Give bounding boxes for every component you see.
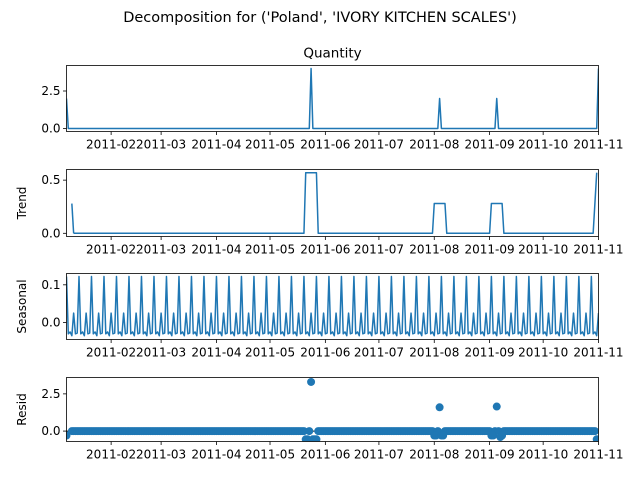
resid-xtick-label: 2011-05 [245, 448, 295, 462]
resid-outlier-point-13 [489, 431, 498, 440]
quantity-xtick-label: 2011-08 [409, 138, 459, 152]
quantity-xtick-label: 2011-11 [573, 138, 623, 152]
trend-xtick-label: 2011-08 [409, 243, 459, 257]
trend-xtick-label: 2011-03 [136, 243, 186, 257]
resid-outlier-point-16 [498, 431, 507, 440]
trend-ytick-label: 0.0 [41, 226, 60, 240]
quantity-xtick-label: 2011-06 [300, 138, 350, 152]
resid-outlier-point-17 [592, 435, 599, 442]
trend-xtick-label: 2011-06 [300, 243, 350, 257]
figure-suptitle: Decomposition for ('Poland', 'IVORY KITC… [123, 10, 517, 26]
resid-outlier-point-9 [435, 403, 444, 412]
resid-ytick-label: 0.0 [41, 424, 60, 438]
resid-outlier-point-11 [439, 431, 448, 440]
trend-panel: Trend 0.0 0.5 2011-02 2011-03 2011-04 2011-05 2… [15, 169, 624, 257]
seasonal-xtick-label: 2011-06 [300, 346, 350, 360]
trend-xtick-label: 2011-10 [518, 243, 568, 257]
trend-xtick-label: 2011-09 [465, 243, 515, 257]
quantity-xtick-label: 2011-07 [354, 138, 404, 152]
resid-xtick-label: 2011-11 [573, 448, 623, 462]
seasonal-ylabel: Seasonal [15, 279, 29, 333]
trend-xtick-label: 2011-07 [354, 243, 404, 257]
trend-ylabel: Trend [15, 187, 29, 221]
resid-plot-area [66, 377, 599, 442]
trend-xtick-label: 2011-05 [245, 243, 295, 257]
resid-ytick-label: 2.5 [41, 387, 60, 401]
seasonal-xtick-label: 2011-02 [86, 346, 136, 360]
quantity-plot-area [66, 67, 599, 130]
resid-xtick-label: 2011-08 [409, 448, 459, 462]
seasonal-axes-frame [66, 273, 599, 340]
trend-series-line-1 [73, 171, 598, 235]
seasonal-panel: Seasonal 0.0 0.1 2011-02 2011-03 2011-04 2011-… [15, 273, 624, 360]
resid-xtick-label: 2011-04 [191, 448, 241, 462]
resid-xtick-label: 2011-07 [354, 448, 404, 462]
seasonal-xtick-label: 2011-09 [465, 346, 515, 360]
quantity-xtick-label: 2011-09 [465, 138, 515, 152]
trend-plot-area [71, 171, 598, 235]
resid-ylabel: Resid [15, 393, 29, 425]
seasonal-series-line [66, 275, 599, 337]
resid-xtick-label: 2011-06 [300, 448, 350, 462]
resid-xtick-label: 2011-02 [86, 448, 136, 462]
trend-ytick-label: 0.5 [41, 173, 60, 187]
trend-xtick-label: 2011-02 [86, 243, 136, 257]
resid-xtick-label: 2011-03 [136, 448, 186, 462]
quantity-axes-frame [66, 65, 599, 132]
seasonal-xtick-label: 2011-03 [136, 346, 186, 360]
trend-xtick-label: 2011-04 [191, 243, 241, 257]
seasonal-xtick-label: 2011-04 [191, 346, 241, 360]
quantity-xtick-label: 2011-05 [245, 138, 295, 152]
resid-outlier-point-14 [492, 402, 501, 411]
quantity-title: Quantity [303, 46, 361, 62]
quantity-series-line [66, 67, 599, 130]
resid-xtick-label: 2011-10 [518, 448, 568, 462]
resid-axes-frame [66, 377, 599, 442]
trend-xtick-label: 2011-11 [573, 243, 623, 257]
quantity-xtick-label: 2011-04 [191, 138, 241, 152]
seasonal-xtick-label: 2011-11 [573, 346, 623, 360]
seasonal-ytick-label: 0.1 [41, 278, 60, 292]
resid-point-277 [590, 427, 599, 436]
quantity-xtick-label: 2011-03 [136, 138, 186, 152]
quantity-xtick-label: 2011-10 [518, 138, 568, 152]
seasonal-plot-area [66, 275, 599, 337]
resid-outlier-point-6 [312, 435, 321, 442]
trend-series-line-0 [71, 203, 75, 234]
seasonal-xtick-label: 2011-08 [409, 346, 459, 360]
resid-outlier-point-3 [307, 377, 316, 386]
resid-xtick-label: 2011-09 [465, 448, 515, 462]
seasonal-ytick-label: 0.0 [41, 316, 60, 330]
quantity-xtick-label: 2011-02 [86, 138, 136, 152]
quantity-ytick-label: 0.0 [41, 122, 60, 136]
resid-outlier-point-0 [66, 431, 71, 440]
resid-point-131 [305, 427, 314, 436]
trend-axes-frame [66, 169, 599, 237]
quantity-panel: Quantity 0.0 2.5 2011-02 2011-03 2011-04 2011-… [41, 46, 623, 152]
quantity-ytick-label: 2.5 [41, 84, 60, 98]
seasonal-xtick-label: 2011-07 [354, 346, 404, 360]
seasonal-xtick-label: 2011-05 [245, 346, 295, 360]
seasonal-xtick-label: 2011-10 [518, 346, 568, 360]
resid-panel: Resid 0.0 2.5 2011-02 2011-03 2011-04 2011-05 2… [15, 377, 624, 462]
